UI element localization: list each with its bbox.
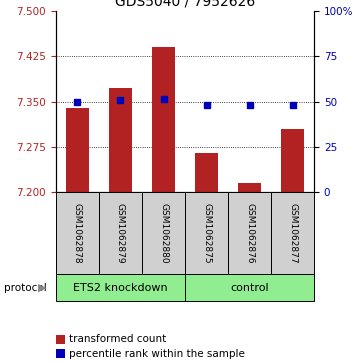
Bar xyxy=(271,192,314,274)
Text: GSM1062880: GSM1062880 xyxy=(159,203,168,264)
Bar xyxy=(56,274,185,301)
Bar xyxy=(66,108,89,192)
Bar xyxy=(281,129,304,192)
Text: GSM1062877: GSM1062877 xyxy=(288,203,297,264)
Text: protocol: protocol xyxy=(4,283,46,293)
Text: GSM1062879: GSM1062879 xyxy=(116,203,125,264)
Bar xyxy=(109,88,132,192)
Text: percentile rank within the sample: percentile rank within the sample xyxy=(69,349,244,359)
Bar xyxy=(228,192,271,274)
Bar xyxy=(185,274,314,301)
Bar xyxy=(152,47,175,192)
Text: ETS2 knockdown: ETS2 knockdown xyxy=(73,283,168,293)
Bar xyxy=(185,192,228,274)
Text: GSM1062875: GSM1062875 xyxy=(202,203,211,264)
Bar xyxy=(99,192,142,274)
Bar xyxy=(195,153,218,192)
Text: control: control xyxy=(230,283,269,293)
Text: GSM1062876: GSM1062876 xyxy=(245,203,254,264)
Text: GSM1062878: GSM1062878 xyxy=(73,203,82,264)
Text: ▶: ▶ xyxy=(38,283,47,293)
Bar xyxy=(56,192,99,274)
Title: GDS5040 / 7952626: GDS5040 / 7952626 xyxy=(115,0,255,8)
Text: transformed count: transformed count xyxy=(69,334,166,344)
Bar xyxy=(238,183,261,192)
Bar xyxy=(142,192,185,274)
